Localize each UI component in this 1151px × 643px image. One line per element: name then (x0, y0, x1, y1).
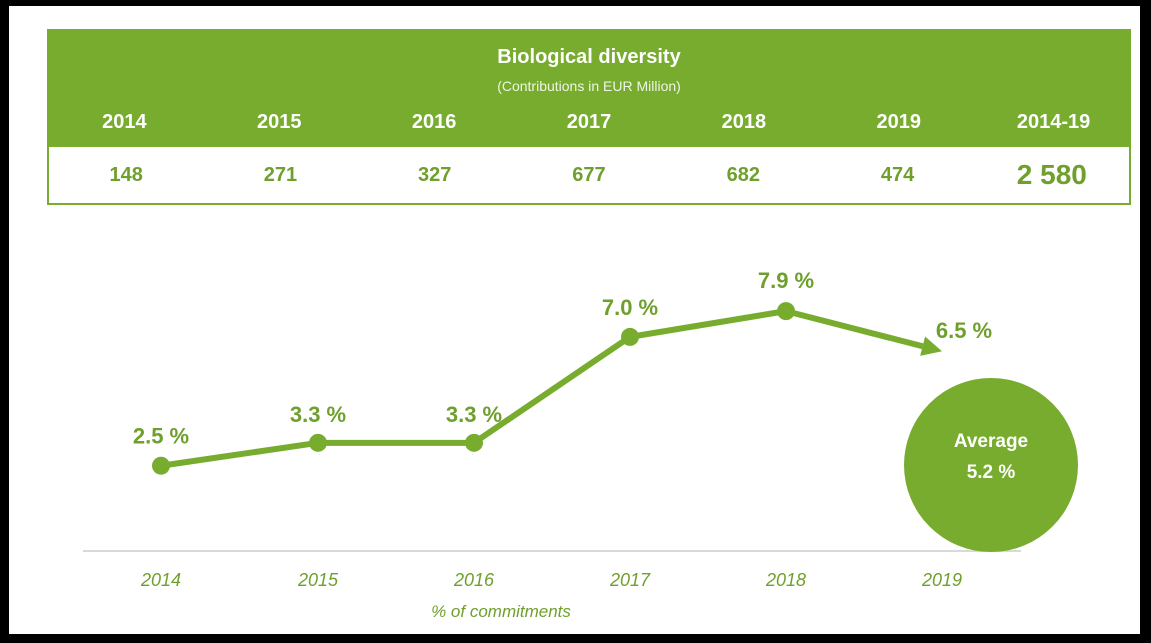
value-cell: 677 (572, 163, 606, 186)
data-point (621, 327, 639, 346)
data-point (152, 456, 170, 475)
trend-arrowhead (920, 336, 942, 356)
year-header: 2019 (876, 110, 921, 133)
x-tick-label: 2015 (297, 570, 339, 590)
data-label: 3.3 % (446, 402, 502, 427)
data-point (777, 302, 795, 321)
data-label: 3.3 % (290, 402, 346, 427)
table-value-row: 148 271 327 677 682 474 2 580 (47, 147, 1131, 205)
value-cell: 148 (109, 163, 143, 186)
data-point (465, 433, 483, 452)
year-header: 2016 (411, 110, 457, 133)
series-line-segment (627, 308, 789, 340)
x-tick-label: 2017 (609, 570, 651, 590)
table-title-row: Biological diversity (Contributions in E… (47, 29, 1131, 97)
commitment-line-chart: 2.5 % 3.3 % 3.3 % 7.0 % 7.9 % 6.5 % 2014 2015 20… (83, 268, 1078, 621)
data-point (309, 433, 327, 452)
x-tick-label: 2016 (453, 570, 495, 590)
average-label: Average (954, 431, 1028, 452)
data-label: 7.9 % (758, 268, 814, 293)
table-title: Biological diversity (497, 46, 681, 68)
series-line-segment (158, 439, 321, 469)
table-header-row: 2014 2015 2016 2017 2018 2019 2014-19 (47, 97, 1131, 147)
average-circle (904, 378, 1078, 552)
average-value: 5.2 % (967, 462, 1016, 483)
value-cell: 682 (726, 163, 760, 186)
total-header: 2014-19 (1016, 110, 1091, 133)
series-line-segment (785, 308, 924, 350)
value-cell: 327 (418, 163, 452, 186)
x-tick-label: 2018 (765, 570, 806, 590)
value-cell: 474 (880, 163, 915, 186)
data-label: 7.0 % (602, 295, 658, 320)
page-frame: Biological diversity (Contributions in E… (9, 6, 1140, 634)
x-tick-label: 2014 (140, 570, 181, 590)
year-header: 2017 (566, 110, 612, 133)
data-label: 6.5 % (936, 318, 992, 343)
x-tick-label: 2019 (921, 570, 962, 590)
total-value-cell: 2 580 (1016, 159, 1087, 190)
year-header: 2014 (102, 110, 147, 133)
year-header: 2015 (257, 110, 302, 133)
table-subtitle: (Contributions in EUR Million) (497, 78, 681, 94)
series-line-segment (471, 333, 633, 446)
contributions-table: Biological diversity (Contributions in E… (47, 29, 1131, 205)
data-label: 2.5 % (133, 424, 189, 449)
x-axis-label: % of commitments (431, 602, 571, 621)
year-header: 2018 (721, 110, 767, 133)
value-cell: 271 (263, 163, 298, 186)
